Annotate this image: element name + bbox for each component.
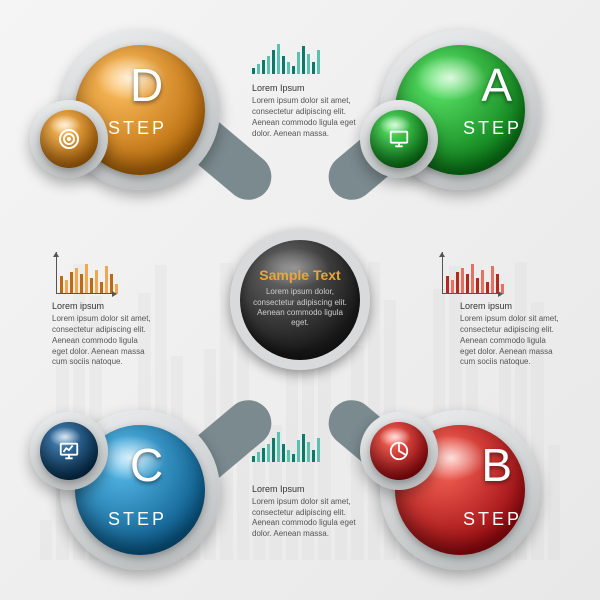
monitor-graph-icon (40, 422, 98, 480)
left-heading: Lorem ipsum (52, 300, 152, 312)
right-mini-chart (446, 260, 504, 294)
step-d: STEP (108, 118, 167, 139)
node-d: D STEP (30, 30, 230, 190)
bottom-body: Lorem ipsum dolor sit amet, consectetur … (252, 497, 362, 540)
node-c: C STEP (30, 410, 230, 570)
left-mini-chart (60, 260, 118, 294)
step-c: STEP (108, 509, 167, 530)
top-heading: Lorem Ipsum (252, 82, 362, 94)
right-heading: Lorem ipsum (460, 300, 560, 312)
node-b: B STEP (370, 410, 570, 570)
letter-c: C (130, 438, 163, 492)
letter-d: D (130, 58, 163, 112)
center-sphere: Sample Text Lorem ipsum dolor, consectet… (230, 230, 370, 370)
letter-a: A (481, 58, 512, 112)
left-text: Lorem ipsum Lorem ipsum dolor sit amet, … (52, 300, 152, 368)
bottom-heading: Lorem Ipsum (252, 483, 362, 495)
target-icon (40, 110, 98, 168)
pie-icon (370, 422, 428, 480)
node-a: A STEP (370, 30, 570, 190)
right-body: Lorem ipsum dolor sit amet, consectetur … (460, 314, 560, 368)
center-title: Sample Text (259, 267, 340, 283)
center-body: Lorem ipsum dolor, consectetur adipiscin… (240, 283, 360, 333)
step-a: STEP (463, 118, 522, 139)
top-body: Lorem ipsum dolor sit amet, consectetur … (252, 96, 362, 139)
right-text: Lorem ipsum Lorem ipsum dolor sit amet, … (460, 300, 560, 368)
letter-b: B (481, 438, 512, 492)
bottom-text: Lorem Ipsum Lorem ipsum dolor sit amet, … (252, 483, 362, 540)
monitor-icon (370, 110, 428, 168)
step-b: STEP (463, 509, 522, 530)
top-text: Lorem Ipsum Lorem ipsum dolor sit amet, … (252, 82, 362, 139)
top-mini-chart (252, 40, 320, 74)
left-body: Lorem ipsum dolor sit amet, consectetur … (52, 314, 152, 368)
